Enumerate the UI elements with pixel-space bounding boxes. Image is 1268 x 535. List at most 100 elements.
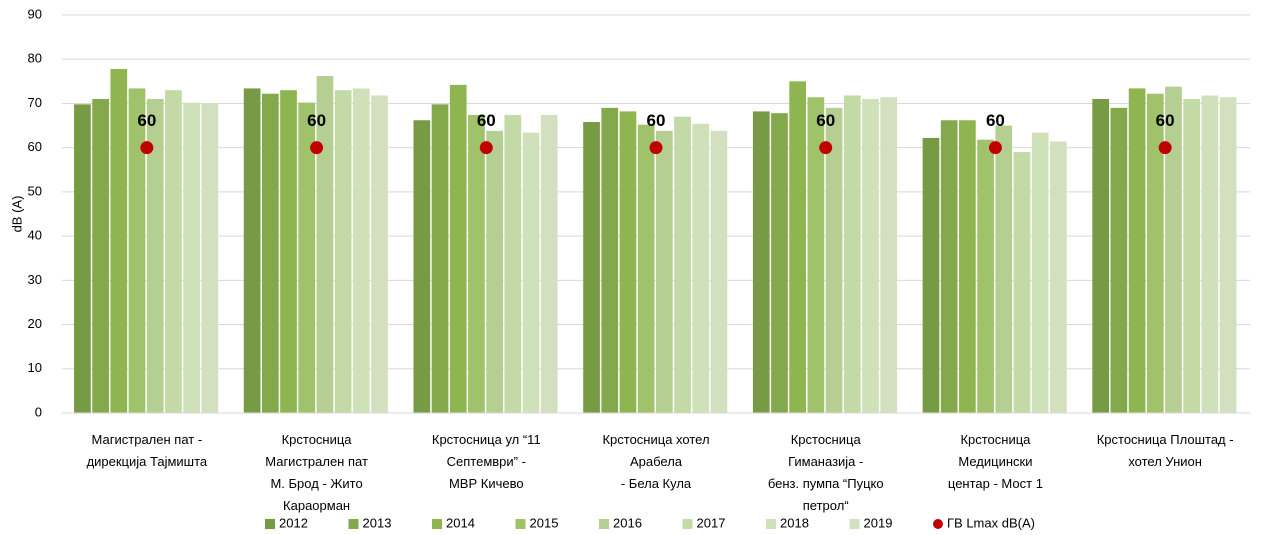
bar bbox=[789, 81, 807, 413]
marker bbox=[649, 141, 663, 155]
legend-marker bbox=[933, 519, 943, 529]
legend-swatch bbox=[849, 519, 860, 529]
y-tick-label: 30 bbox=[28, 272, 42, 287]
bar bbox=[371, 95, 388, 414]
bar bbox=[183, 102, 200, 413]
bar bbox=[261, 93, 279, 414]
legend-swatch bbox=[348, 519, 359, 529]
legend-label: 2016 bbox=[613, 515, 642, 530]
legend-swatch bbox=[599, 519, 609, 529]
y-tick-label: 40 bbox=[28, 228, 42, 243]
legend-label: 2017 bbox=[697, 515, 726, 530]
legend-label: 2012 bbox=[279, 515, 308, 530]
bar bbox=[504, 114, 522, 413]
x-tick-label: Магистрален пат -дирекција Тајмишта bbox=[87, 432, 208, 469]
bar bbox=[1146, 93, 1164, 414]
bar bbox=[540, 114, 558, 413]
data-label: 60 bbox=[477, 111, 496, 130]
y-tick-label: 10 bbox=[28, 360, 42, 375]
bar bbox=[880, 97, 898, 414]
bar bbox=[243, 88, 261, 414]
bar bbox=[977, 139, 994, 413]
marker bbox=[819, 141, 833, 155]
bar bbox=[674, 116, 691, 413]
data-label: 60 bbox=[307, 111, 326, 130]
bar bbox=[710, 130, 728, 413]
bar bbox=[959, 120, 976, 413]
bar bbox=[280, 90, 297, 413]
bar bbox=[413, 120, 431, 413]
data-label: 60 bbox=[816, 111, 835, 130]
marker bbox=[479, 141, 493, 155]
bar bbox=[352, 88, 370, 414]
bar bbox=[449, 84, 467, 414]
bar bbox=[110, 68, 128, 413]
bar bbox=[843, 95, 861, 414]
marker bbox=[1158, 141, 1172, 155]
data-label: 60 bbox=[647, 111, 666, 130]
bar bbox=[1110, 107, 1128, 413]
bar bbox=[486, 130, 503, 413]
bar bbox=[1165, 86, 1182, 413]
bar bbox=[619, 111, 637, 413]
bar bbox=[940, 120, 958, 413]
bar bbox=[807, 97, 825, 414]
bar bbox=[74, 104, 91, 413]
bar bbox=[92, 99, 109, 414]
bar bbox=[583, 122, 600, 414]
legend-label: 2013 bbox=[363, 515, 392, 530]
bar bbox=[128, 88, 146, 414]
bar bbox=[334, 90, 352, 413]
legend-label: ГВ Lmax dB(A) bbox=[947, 515, 1035, 530]
bar bbox=[522, 132, 540, 413]
x-tick-label: Крстосница Медицински центар - Мост 1 bbox=[948, 432, 1043, 491]
legend-label: 2018 bbox=[780, 515, 809, 530]
legend-swatch bbox=[432, 519, 442, 529]
bar bbox=[692, 123, 710, 413]
marker bbox=[310, 141, 324, 155]
y-tick-label: 20 bbox=[28, 316, 42, 331]
bar bbox=[601, 107, 619, 413]
bar bbox=[165, 90, 182, 413]
x-tick-label: Крстосница ул “11 Септември” -МВР Кичево bbox=[432, 432, 541, 491]
bar bbox=[1201, 95, 1219, 414]
bar bbox=[752, 111, 770, 413]
legend-label: 2019 bbox=[864, 515, 893, 530]
marker bbox=[140, 141, 154, 155]
y-tick-label: 50 bbox=[28, 183, 42, 198]
y-tick-label: 60 bbox=[28, 139, 42, 154]
legend-swatch bbox=[766, 519, 776, 529]
bar bbox=[201, 103, 219, 413]
y-tick-label: 80 bbox=[28, 51, 42, 66]
bar bbox=[771, 113, 788, 413]
x-tick-label: Крстосница хотел Арабела - Бела Кула bbox=[602, 432, 709, 491]
legend-swatch bbox=[515, 519, 526, 529]
bar bbox=[431, 104, 449, 413]
bar bbox=[1031, 132, 1049, 413]
data-label: 60 bbox=[1156, 111, 1175, 130]
legend-swatch bbox=[265, 519, 275, 529]
bar bbox=[468, 114, 485, 413]
y-tick-label: 70 bbox=[28, 95, 42, 110]
data-label: 60 bbox=[137, 111, 156, 130]
bar bbox=[862, 99, 879, 414]
y-tick-label: 0 bbox=[35, 404, 42, 419]
bar bbox=[825, 107, 843, 413]
x-tick-label: Крстосница Плоштад -хотел Унион bbox=[1097, 432, 1234, 469]
bar bbox=[1092, 99, 1110, 414]
bar bbox=[1050, 141, 1067, 413]
x-tick-label: Крстосница Гиманазија -бенз. пумпа “Пуцко… bbox=[768, 432, 884, 513]
bar bbox=[1183, 99, 1201, 414]
y-axis-label: dB (A) bbox=[9, 196, 24, 233]
bar bbox=[1128, 88, 1146, 414]
bar bbox=[995, 125, 1013, 414]
marker bbox=[988, 141, 1002, 155]
bar bbox=[316, 76, 334, 413]
bar bbox=[298, 102, 316, 413]
bar bbox=[656, 130, 673, 413]
legend-swatch bbox=[682, 519, 693, 529]
legend-label: 2015 bbox=[530, 515, 559, 530]
bar bbox=[922, 137, 940, 413]
bar bbox=[146, 99, 164, 414]
